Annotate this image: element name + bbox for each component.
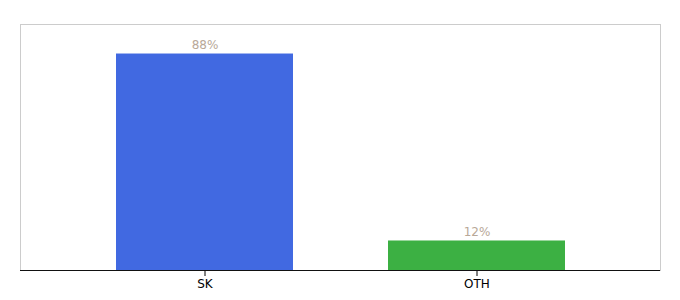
svg-text:SK: SK bbox=[197, 277, 214, 291]
svg-text:88%: 88% bbox=[192, 38, 219, 52]
svg-text:12%: 12% bbox=[464, 225, 491, 239]
svg-text:OTH: OTH bbox=[464, 277, 490, 291]
